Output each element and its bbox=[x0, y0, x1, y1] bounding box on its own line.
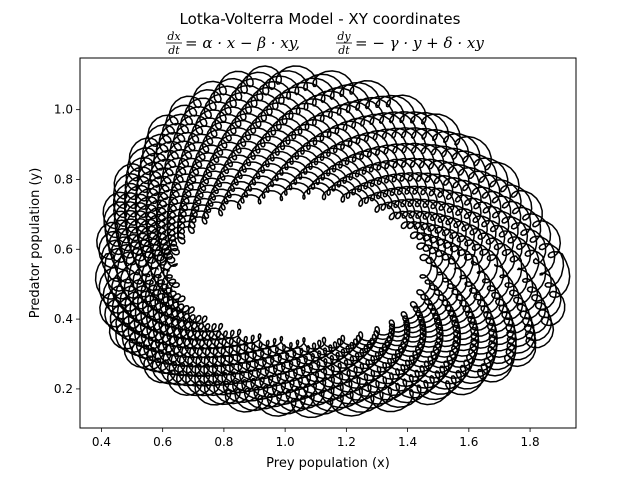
chart-subtitle-equations: dx dt = α · x − β · xy, dy dt = − γ · y … bbox=[166, 30, 484, 57]
eq2-rhs: = − γ · y + δ · xy bbox=[355, 34, 484, 52]
x-tick-label: 1.8 bbox=[521, 435, 540, 449]
x-axis-label: Prey population (x) bbox=[266, 456, 390, 471]
y-axis-ticks: 0.2 0.4 0.6 0.8 1.0 bbox=[54, 103, 80, 396]
trajectory-orbit-line bbox=[98, 70, 565, 416]
x-axis-ticks: 0.4 0.6 0.8 1.0 1.2 1.4 1.6 1.8 bbox=[92, 428, 540, 449]
x-tick-label: 1.0 bbox=[276, 435, 295, 449]
trajectory-orbit-line bbox=[110, 91, 540, 404]
y-axis-label: Predator population (y) bbox=[28, 168, 43, 319]
eq1-denominator: dt bbox=[168, 44, 180, 57]
trajectory-orbit-line bbox=[128, 123, 505, 386]
x-tick-label: 0.4 bbox=[92, 435, 111, 449]
x-tick-label: 1.6 bbox=[459, 435, 478, 449]
trajectory-orbit-line bbox=[147, 155, 468, 368]
trajectory-orbit-line bbox=[94, 65, 571, 419]
eq1-numerator: dx bbox=[167, 30, 181, 43]
trajectory-orbit-line bbox=[134, 133, 492, 380]
x-tick-label: 0.8 bbox=[214, 435, 233, 449]
x-tick-label: 1.2 bbox=[337, 435, 356, 449]
eq2-denominator: dt bbox=[338, 44, 350, 57]
axes-frame bbox=[79, 57, 577, 429]
y-tick-label: 0.2 bbox=[54, 382, 73, 396]
eq1-rhs: = α · x − β · xy, bbox=[185, 34, 300, 52]
chart-title: Lotka-Volterra Model - XY coordinates bbox=[180, 10, 461, 28]
trajectory-orbit-line bbox=[125, 117, 510, 389]
y-tick-label: 0.4 bbox=[54, 312, 73, 326]
x-tick-label: 0.6 bbox=[153, 435, 172, 449]
y-tick-label: 0.6 bbox=[54, 242, 73, 256]
trajectory-orbit-line bbox=[144, 149, 474, 371]
y-tick-label: 1.0 bbox=[54, 103, 73, 117]
x-tick-label: 1.4 bbox=[398, 435, 417, 449]
eq2-numerator: dy bbox=[337, 30, 351, 43]
trajectory-orbit-line bbox=[122, 112, 515, 392]
trajectory-series bbox=[94, 65, 571, 419]
y-tick-label: 0.8 bbox=[54, 172, 73, 186]
